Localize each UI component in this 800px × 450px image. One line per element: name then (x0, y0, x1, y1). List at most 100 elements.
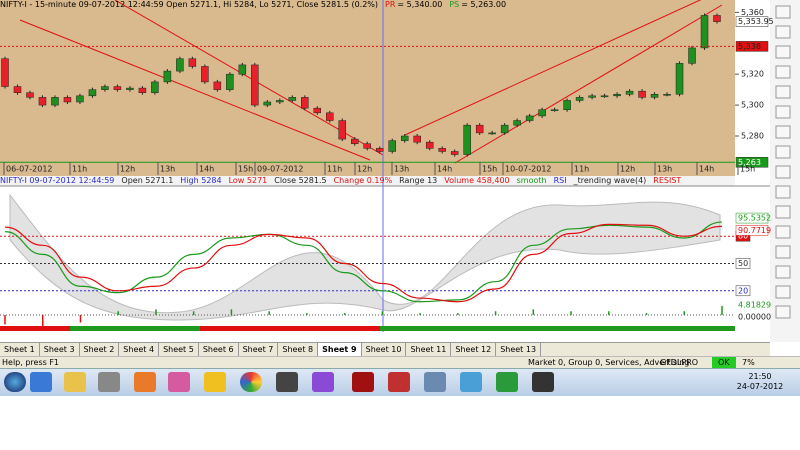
clock: 21:50 24-07-2012 (730, 372, 790, 392)
header-title: NIFTY-I - 15-minute 09-07-2012 12:44:59 … (0, 0, 379, 9)
zero-label: 0.00000 (738, 313, 771, 322)
signal-strip (0, 326, 70, 331)
market-text: Market 0, Group 0, Services, Advertising (528, 358, 690, 367)
sheet-tab[interactable]: Sheet 12 (451, 343, 497, 356)
sheet-tab[interactable]: Sheet 13 (496, 343, 542, 356)
trend-line (454, 4, 723, 164)
app-icon[interactable] (532, 372, 554, 392)
app-icon[interactable] (204, 372, 226, 392)
candle-body (263, 101, 272, 106)
candle-body (575, 97, 584, 101)
x-tick-label: 10-07-2012 (505, 165, 552, 174)
tool-icon[interactable] (775, 165, 791, 179)
candle-body (600, 95, 609, 98)
taskbar: 21:50 24-07-2012 (0, 368, 800, 396)
tool-icon[interactable] (775, 25, 791, 39)
tool-icon[interactable] (775, 285, 791, 299)
price-axis (735, 0, 770, 342)
level-box (735, 258, 751, 269)
app-icon[interactable] (312, 372, 334, 392)
app-icon[interactable] (168, 372, 190, 392)
db-text: GFDLPRO (660, 358, 699, 367)
sheet-tab[interactable]: Sheet 7 (239, 343, 279, 356)
indicator-field: NIFTY-I 09-07-2012 12:44:59 (0, 176, 115, 185)
candle-body (588, 95, 596, 98)
sheet-tabs: Sheet 1 Sheet 3 Sheet 2 Sheet 4 Sheet 5 Sheet… (0, 342, 770, 356)
indicator-field: Close 5281.5 (274, 176, 327, 185)
candle-body (201, 66, 209, 83)
app-icon[interactable] (352, 372, 374, 392)
tool-icon[interactable] (775, 305, 791, 319)
tool-icon[interactable] (775, 185, 791, 199)
resistance-box (735, 41, 769, 52)
sheet-tab[interactable]: Sheet 2 (80, 343, 120, 356)
tool-icon[interactable] (775, 5, 791, 19)
candle-body (338, 120, 347, 140)
candle-body (613, 94, 621, 97)
x-tick-label: 11h (327, 165, 342, 174)
sheet-tab[interactable]: Sheet 4 (119, 343, 160, 356)
start-button[interactable] (4, 372, 26, 392)
x-tick-label: 13h (657, 165, 672, 174)
candle-body (375, 148, 384, 152)
tool-icon[interactable] (775, 45, 791, 59)
sheet-tab[interactable]: Sheet 5 (159, 343, 199, 356)
histogram-value: 4.81829 (738, 300, 771, 309)
tool-icon[interactable] (775, 245, 791, 259)
candle-body (400, 135, 409, 141)
candle-body (238, 64, 247, 75)
tool-icon[interactable] (775, 85, 791, 99)
x-tick-label: 06-07-2012 (6, 165, 53, 174)
app-icon[interactable] (460, 372, 482, 392)
candle-body (13, 86, 22, 93)
app-icon[interactable] (276, 372, 298, 392)
trend-line (19, 19, 371, 161)
candle-body (188, 58, 197, 67)
tool-icon[interactable] (775, 125, 791, 139)
app-icon[interactable] (98, 372, 120, 392)
sheet-tab[interactable]: Sheet 3 (40, 343, 80, 356)
tool-icon[interactable] (775, 105, 791, 119)
app-icon[interactable] (496, 372, 518, 392)
tool-icon[interactable] (775, 205, 791, 219)
candle-body (388, 140, 396, 152)
candle-body (463, 124, 471, 155)
sheet-tab[interactable]: Sheet 10 (362, 343, 407, 356)
chart-area: 5,360 5,320 5,300 5,280 5,338 5,263 5,353.95 06… (0, 0, 800, 342)
candle-body (475, 124, 484, 134)
tool-icon[interactable] (775, 145, 791, 159)
sheet-tab[interactable]: Sheet 11 (406, 343, 452, 356)
app-icon[interactable] (30, 372, 52, 392)
candle-body (413, 135, 421, 143)
x-tick-label: 15h (740, 165, 755, 174)
tool-icon[interactable] (775, 65, 791, 79)
sheet-tab[interactable]: Sheet 8 (278, 343, 319, 356)
level-box (735, 285, 751, 297)
app-icon[interactable] (240, 372, 262, 392)
indicator-field: Volume 458,400 (444, 176, 510, 185)
indicator-field: Change 0.19% (333, 176, 393, 185)
indicator-field: Low 5271 (228, 176, 268, 185)
app-icon[interactable] (64, 372, 86, 392)
level-label: 50 (738, 259, 748, 268)
oscillator-line (4, 223, 723, 303)
sheet-tab[interactable]: Sheet 1 (0, 343, 40, 356)
band (9, 193, 721, 321)
candle-body (563, 100, 571, 110)
app-icon[interactable] (134, 372, 156, 392)
indicator-field: RSI (553, 176, 567, 185)
x-tick-label: 12h (120, 165, 135, 174)
sheet-tab[interactable]: Sheet 6 (199, 343, 239, 356)
app-icon[interactable] (388, 372, 410, 392)
candle-body (438, 148, 446, 152)
ok-text: OK (712, 357, 736, 369)
app-icon[interactable] (424, 372, 446, 392)
tool-icon[interactable] (775, 265, 791, 279)
candle-body (351, 138, 359, 144)
candle-body (425, 141, 434, 149)
tool-icon[interactable] (775, 225, 791, 239)
sheet-tab[interactable]: Sheet 9 (318, 343, 362, 356)
candle-body (326, 112, 334, 121)
resistance-label: 5,338 (738, 42, 761, 51)
